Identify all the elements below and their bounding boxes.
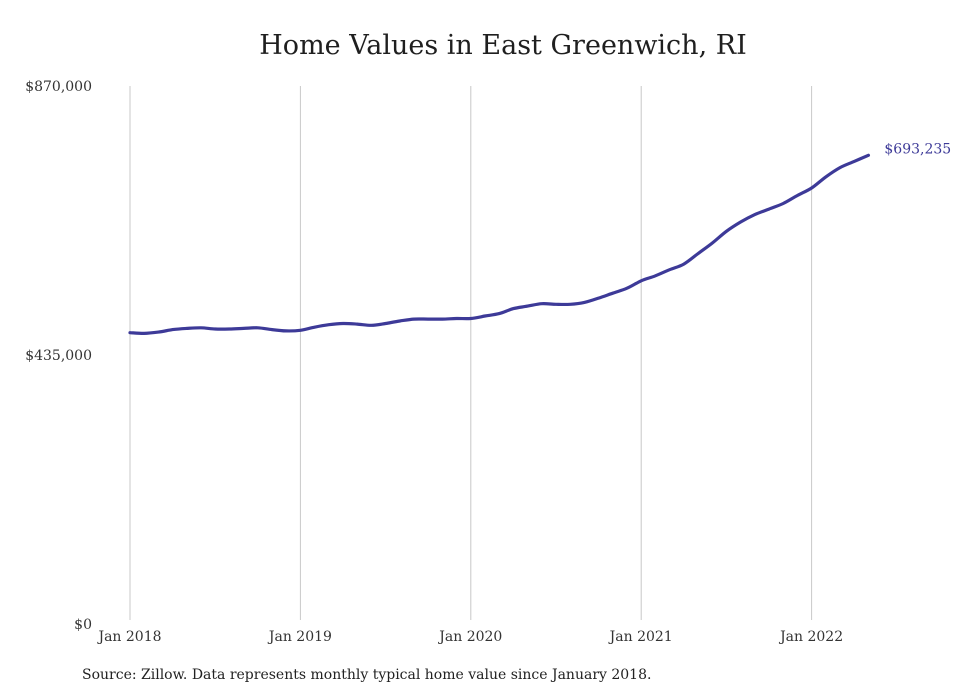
x-tick-label-4: Jan 2022 (778, 629, 843, 645)
source-note: Source: Zillow. Data represents monthly … (82, 667, 652, 683)
y-tick-label-0: $0 (74, 617, 92, 633)
x-tick-label-3: Jan 2021 (608, 629, 673, 645)
series-line-0 (128, 153, 870, 336)
series-layer: $693,235 (128, 141, 951, 336)
x-tick-label-0: Jan 2018 (96, 629, 161, 645)
chart-title: Home Values in East Greenwich, RI (259, 30, 747, 61)
y-tick-label-1: $435,000 (25, 348, 92, 364)
y-axis-ticks: $0 $435,000 $870,000 (25, 79, 92, 633)
gridlines (129, 86, 813, 620)
x-tick-label-2: Jan 2020 (437, 629, 502, 645)
series-end-label-0: $693,235 (884, 141, 951, 157)
x-tick-label-1: Jan 2019 (267, 629, 332, 645)
y-tick-label-2: $870,000 (25, 79, 92, 95)
x-axis-ticks: Jan 2018 Jan 2019 Jan 2020 Jan 2021 Jan 2022 (96, 629, 843, 645)
